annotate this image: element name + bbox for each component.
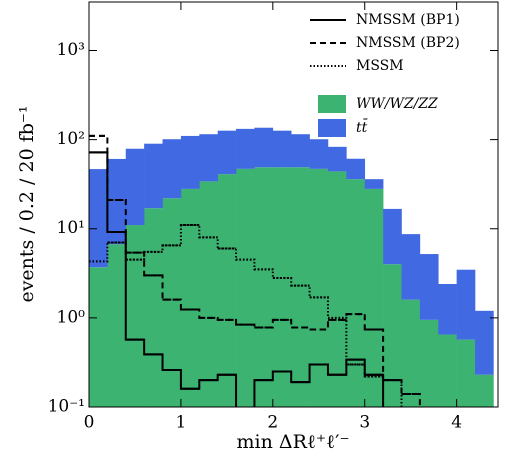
histogram-bar xyxy=(309,139,329,169)
step-connector xyxy=(89,224,403,407)
histogram-bar xyxy=(291,134,310,168)
histogram-bar xyxy=(162,139,182,199)
histogram-bar xyxy=(89,169,108,268)
histogram-bar xyxy=(144,208,163,407)
x-tick-label: 2 xyxy=(267,413,278,433)
histogram-bar xyxy=(291,167,310,407)
histogram-bar xyxy=(125,225,145,407)
histogram-bar xyxy=(475,310,494,375)
histogram-bar xyxy=(456,339,476,407)
x-tick-label: 4 xyxy=(451,413,462,433)
histogram-bar xyxy=(401,299,421,407)
histogram-bar xyxy=(272,130,292,168)
legend-swatch xyxy=(318,119,346,137)
y-tick-label: 10⁻¹ xyxy=(48,397,85,417)
y-tick-label: 10² xyxy=(57,129,85,149)
histogram-bar xyxy=(144,143,163,209)
y-axis-label: events / 0.2 / 20 fb⁻¹ xyxy=(16,105,38,302)
histogram-bar xyxy=(217,174,237,407)
y-tick-label: 10⁰ xyxy=(57,307,86,327)
histogram-bar xyxy=(180,188,200,407)
histogram-bar xyxy=(383,208,402,265)
histogram-bar xyxy=(419,254,439,320)
histogram-bar xyxy=(254,127,274,168)
histogram-bar xyxy=(346,179,366,407)
x-axis-label: min ΔRℓ⁺ℓ′⁻ xyxy=(237,431,350,453)
y-tick-label: 10³ xyxy=(57,40,85,60)
histogram-bar xyxy=(107,158,127,245)
histogram-bar xyxy=(254,167,274,407)
legend-label: NMSSM (BP2) xyxy=(356,35,460,51)
histogram-bar xyxy=(364,188,384,407)
step-connector xyxy=(89,151,385,407)
histogram-bar xyxy=(125,148,145,226)
histogram-bar xyxy=(272,167,292,407)
histogram-bar xyxy=(180,135,200,189)
x-tick-label: 3 xyxy=(359,413,370,433)
plot-area xyxy=(89,127,494,407)
legend-label: MSSM xyxy=(356,58,404,74)
histogram-bar xyxy=(475,374,494,407)
histogram-bar xyxy=(162,198,182,407)
step-connector xyxy=(89,134,421,407)
histogram-bar xyxy=(199,181,218,407)
legend-label: WW/WZ/ZZ xyxy=(356,96,438,112)
histogram-bar xyxy=(309,168,329,407)
histogram-bar xyxy=(327,146,347,172)
histogram-bar xyxy=(236,128,255,169)
legend-swatch xyxy=(318,95,346,113)
histogram-bar xyxy=(456,269,476,340)
histogram-bar xyxy=(438,334,457,407)
histogram-bar xyxy=(438,283,457,335)
histogram-bar xyxy=(217,130,237,175)
x-tick-label: 1 xyxy=(175,413,186,433)
histogram-bar xyxy=(419,319,439,407)
histogram-bar xyxy=(199,134,218,182)
histogram-bar xyxy=(107,244,127,407)
x-tick-label: 0 xyxy=(84,413,95,433)
histogram-bar xyxy=(364,179,384,189)
histogram-bar xyxy=(383,264,402,407)
legend-label: NMSSM (BP1) xyxy=(356,12,460,28)
histogram-bar xyxy=(346,158,366,180)
histogram-bar xyxy=(401,234,421,300)
histogram-bar xyxy=(327,171,347,407)
frame xyxy=(88,1,499,408)
legend-label: tt̄ xyxy=(356,118,368,136)
y-tick-label: 10¹ xyxy=(57,218,85,238)
histogram-bar xyxy=(89,267,108,407)
histogram-bar xyxy=(236,168,255,407)
